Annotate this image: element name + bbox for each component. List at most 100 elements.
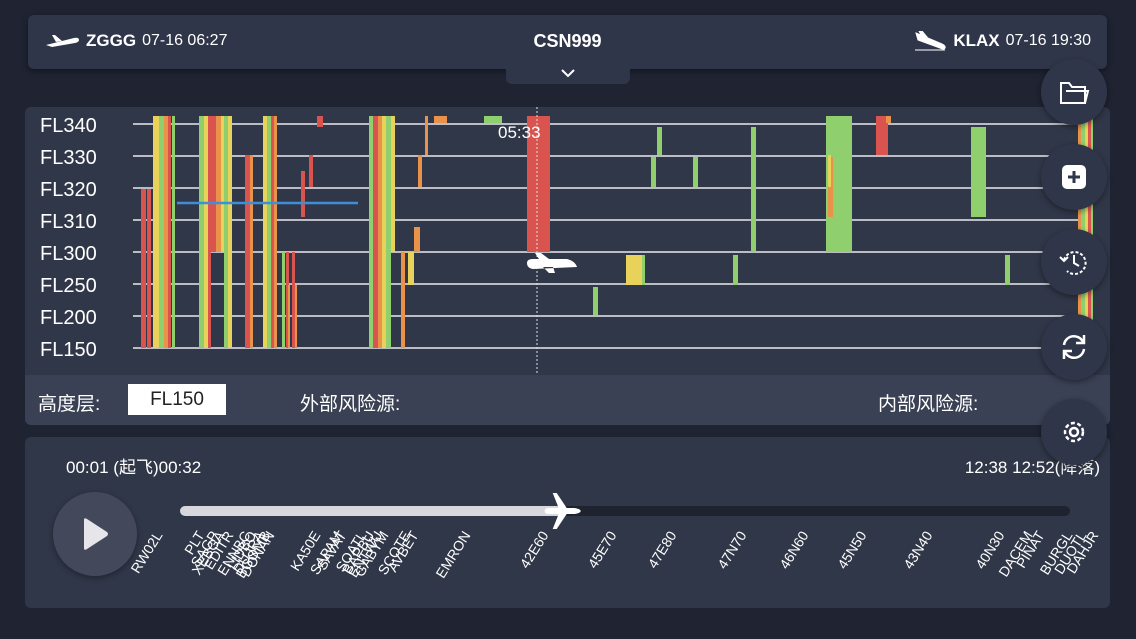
start-note: (起飞): [113, 458, 159, 477]
risk-segment: [141, 189, 146, 348]
risk-segment: [295, 285, 297, 348]
risk-segment: [271, 116, 274, 348]
internal-risk-label: 内部风险源:: [878, 394, 979, 415]
risk-segment: [263, 116, 267, 348]
risk-segment: [147, 189, 151, 348]
takeoff-icon: [46, 35, 79, 47]
risk-segment: [382, 116, 386, 348]
risk-segment: [876, 116, 888, 155]
waypoint-label: 43N40: [900, 528, 936, 572]
waypoint-label: 45N50: [834, 528, 870, 572]
risk-segment: [1005, 255, 1010, 285]
risk-segment: [250, 155, 253, 348]
arrival-info: KLAX 07-16 19:30: [913, 31, 1091, 51]
timeline-track[interactable]: RW02L PLTSAGPXEBGAEDITRENNBCLIDBODUJRABGO…: [25, 437, 1110, 608]
external-risk-label: 外部风险源:: [300, 394, 401, 415]
chevron-down-icon: [561, 69, 575, 78]
risk-info-bar: 高度层: FL150 外部风险源: 内部风险源:: [25, 375, 1110, 425]
risk-segment: [434, 116, 447, 123]
risk-segment: [373, 116, 378, 348]
risk-segment: [425, 116, 428, 155]
settings-button[interactable]: [1041, 399, 1107, 465]
settings-icon: [1063, 421, 1085, 443]
risk-segment: [626, 255, 642, 285]
risk-segment: [292, 252, 295, 348]
header-toggle-button[interactable]: [506, 62, 630, 84]
waypoint-label: 42E60: [517, 528, 552, 571]
play-button[interactable]: [53, 492, 137, 576]
risk-segment: [274, 116, 277, 348]
folder-open-icon: [1060, 82, 1090, 104]
risk-segment: [288, 285, 290, 348]
risk-segment: [204, 116, 208, 348]
end-time-2: 12:52: [1012, 458, 1055, 477]
risk-segment: [301, 171, 305, 217]
refresh-icon: [1062, 335, 1086, 359]
level-label: FL150: [40, 339, 97, 361]
waypoint-label: 45E70: [585, 528, 620, 571]
flight-header: ZGGG 07-16 06:27 CSN999 KLAX 07-16 19:30: [28, 15, 1107, 69]
departure-info: ZGGG 07-16 06:27: [44, 31, 227, 51]
level-label: FL300: [40, 243, 97, 265]
risk-chart-panel: FL340 FL330 FL320 FL310 FL300 FL250 FL200 FL150…: [25, 107, 1110, 425]
risk-segment: [828, 155, 831, 187]
risk-segment: [593, 287, 598, 315]
altitude-value-box[interactable]: FL150: [128, 384, 226, 415]
risk-segment: [414, 227, 420, 252]
timeline-progress: [180, 506, 563, 516]
risk-segment: [484, 116, 502, 123]
risk-segment: [267, 116, 271, 348]
level-label: FL310: [40, 211, 97, 233]
risk-segment: [282, 252, 285, 348]
level-label: FL250: [40, 275, 97, 297]
aircraft-icon: [527, 253, 577, 273]
risk-segment: [286, 252, 289, 348]
risk-segment: [159, 116, 164, 348]
risk-segment: [391, 116, 395, 252]
risk-segment: [208, 116, 211, 348]
risk-segment: [733, 255, 738, 285]
waypoint-label: RW02L: [127, 528, 165, 576]
risk-segment: [971, 127, 986, 217]
risk-segment: [221, 116, 224, 252]
waypoint-label: 46N60: [776, 528, 812, 572]
landing-icon: [915, 31, 946, 51]
altitude-label: 高度层:: [38, 394, 101, 415]
level-label: FL320: [40, 179, 97, 201]
risk-segment: [224, 116, 228, 348]
risk-segment: [378, 116, 382, 348]
risk-segment: [216, 116, 221, 252]
end-time-1: 12:38: [964, 458, 1008, 477]
risk-segment: [228, 116, 232, 348]
risk-segment: [408, 252, 414, 285]
risk-segment: [317, 116, 323, 127]
risk-segment: [164, 116, 168, 348]
waypoint-label: EMRON: [432, 528, 473, 581]
risk-segment: [1091, 116, 1093, 348]
timeline-aircraft-handle[interactable]: [544, 493, 581, 529]
risk-segment: [369, 116, 373, 348]
altitude-risk-chart[interactable]: FL340 FL330 FL320 FL310 FL300 FL250 FL200 FL150…: [25, 107, 1110, 375]
timeline-panel: 00:01 (起飞)00:32 12:38 12:52(降落) RW02L PLT…: [25, 437, 1110, 608]
history-button[interactable]: [1041, 229, 1107, 295]
add-button[interactable]: [1041, 144, 1107, 210]
start-time: 00:01: [66, 458, 109, 477]
arrival-time: 07-16 19:30: [1005, 32, 1091, 49]
departure-time: 07-16 06:27: [142, 32, 228, 49]
waypoint-label: 47E80: [645, 528, 680, 571]
add-icon: [1062, 165, 1086, 189]
risk-segment: [168, 116, 171, 348]
risk-segment: [642, 255, 645, 285]
risk-segment: [693, 157, 698, 187]
risk-segment: [527, 116, 550, 252]
start-times: 00:01 (起飞)00:32: [66, 453, 201, 478]
risk-segment: [386, 116, 391, 348]
refresh-button[interactable]: [1041, 314, 1107, 380]
folder-open-button[interactable]: [1041, 59, 1107, 125]
start-time-2: 00:32: [158, 458, 202, 477]
level-label: FL340: [40, 115, 97, 137]
play-icon: [84, 518, 108, 550]
risk-segment: [245, 155, 250, 348]
departure-code: ZGGG: [86, 31, 137, 50]
risk-segment: [172, 116, 175, 348]
